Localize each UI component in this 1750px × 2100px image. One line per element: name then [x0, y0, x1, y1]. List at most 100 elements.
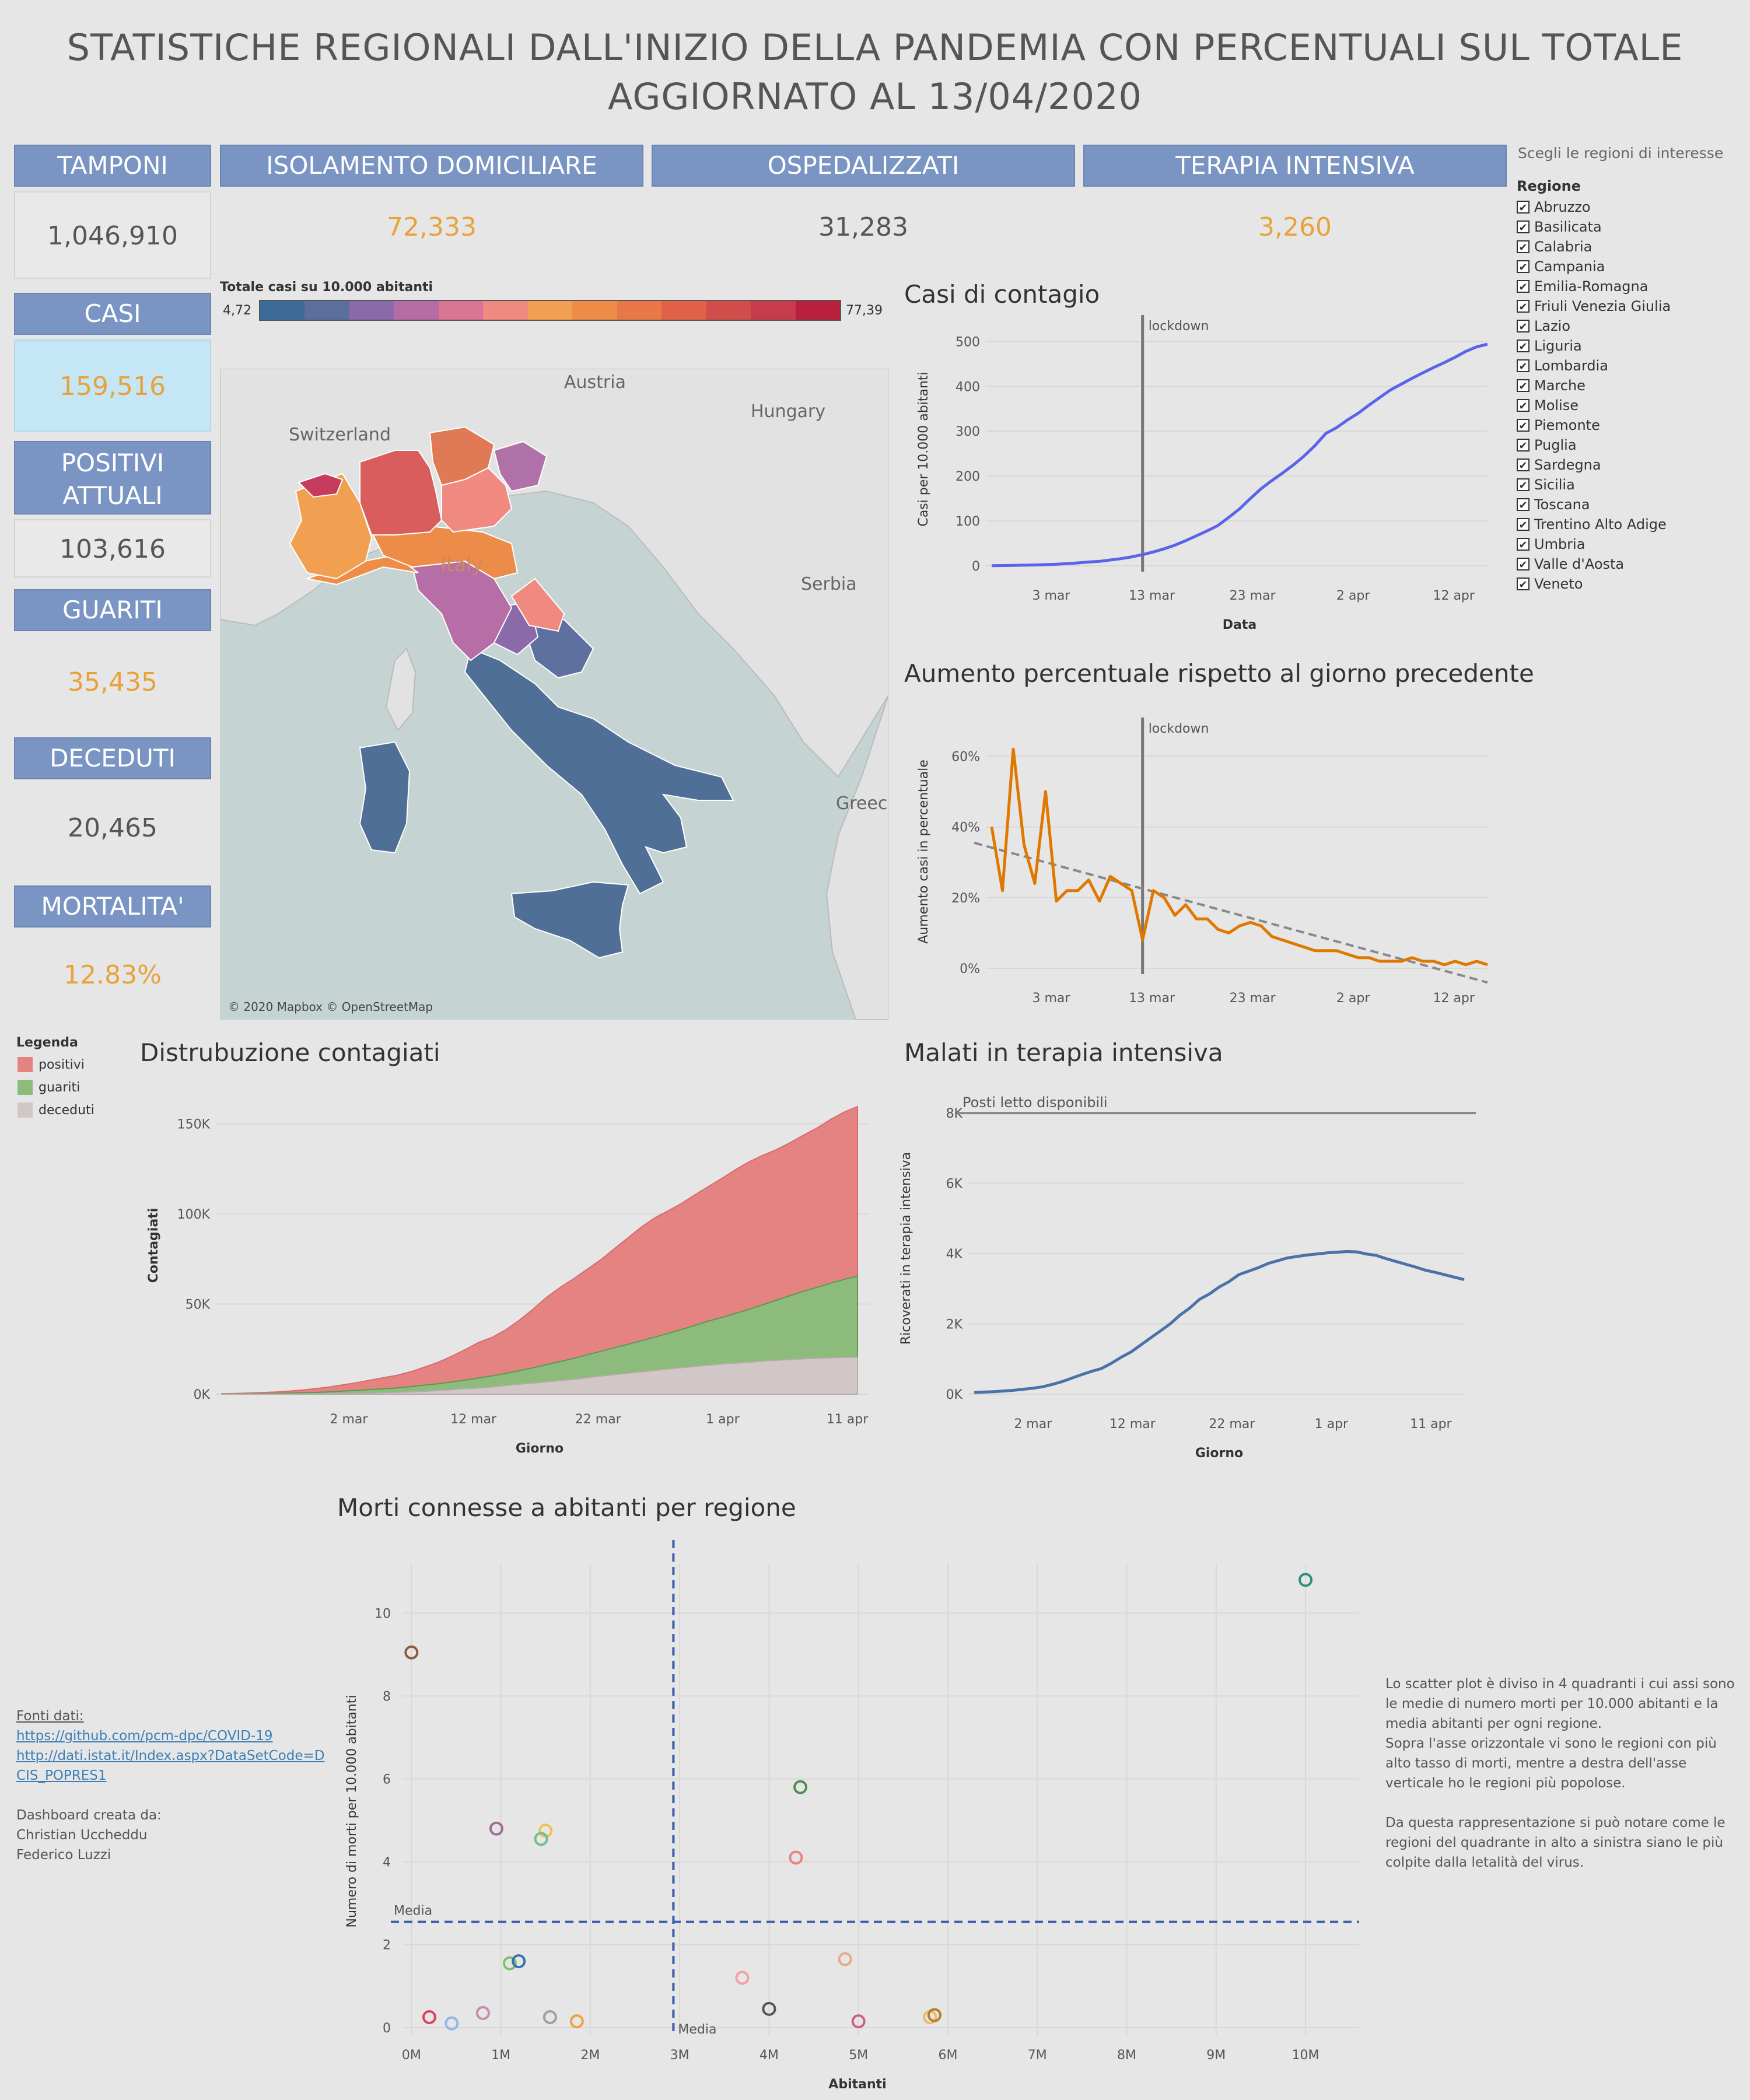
checkbox-icon[interactable]: ✔ [1517, 399, 1530, 412]
region-piemonte[interactable] [289, 473, 373, 580]
checkbox-icon[interactable]: ✔ [1517, 419, 1530, 432]
region-filter-item[interactable]: ✔ Abruzzo [1517, 197, 1738, 217]
region-label: Liguria [1534, 338, 1582, 354]
region-filter-item[interactable]: ✔ Friuli Venezia Giulia [1517, 296, 1738, 316]
checkbox-icon[interactable]: ✔ [1517, 280, 1530, 293]
kpi-tamponi-value: 1,046,910 [14, 191, 211, 279]
checkbox-icon[interactable]: ✔ [1517, 300, 1530, 313]
region-filter-item[interactable]: ✔ Marche [1517, 376, 1738, 396]
kpi-ospedalizzati-value: 31,283 [818, 212, 908, 242]
region-filter-item[interactable]: ✔ Campania [1517, 257, 1738, 276]
checkbox-icon[interactable]: ✔ [1517, 478, 1530, 492]
checkbox-icon[interactable]: ✔ [1517, 359, 1530, 373]
y-tick-label: 20% [951, 891, 980, 906]
region-filter-item[interactable]: ✔ Umbria [1517, 534, 1738, 554]
legend-color-swatch [706, 301, 751, 320]
checkbox-icon[interactable]: ✔ [1517, 538, 1530, 551]
checkbox-icon[interactable]: ✔ [1517, 320, 1530, 333]
y-axis-label: Contagiati [146, 1208, 161, 1283]
y-tick-label: 0K [946, 1388, 963, 1402]
sources-heading: Fonti dati: [16, 1709, 84, 1724]
region-filter-item[interactable]: ✔ Basilicata [1517, 217, 1738, 237]
area-deceduti [221, 1356, 858, 1395]
x-axis-label: Giorno [516, 1441, 564, 1456]
region-filter-item[interactable]: ✔ Sicilia [1517, 475, 1738, 495]
checkbox-icon[interactable]: ✔ [1517, 240, 1530, 254]
map-label-serbia: Serbia [801, 574, 857, 594]
checkbox-icon[interactable]: ✔ [1517, 260, 1530, 274]
scatter-point [793, 1780, 808, 1794]
source-link-github[interactable]: https://github.com/pcm-dpc/COVID-19 [16, 1728, 273, 1744]
region-filter-item[interactable]: ✔ Piemonte [1517, 415, 1738, 435]
y-tick-label: 4K [946, 1247, 963, 1262]
region-filter-item[interactable]: ✔ Emilia-Romagna [1517, 276, 1738, 296]
region-south[interactable] [359, 741, 411, 854]
region-marche[interactable] [510, 578, 565, 632]
checkbox-icon[interactable]: ✔ [1517, 498, 1530, 512]
checkbox-icon[interactable]: ✔ [1517, 340, 1530, 353]
region-friuli[interactable] [493, 440, 548, 492]
y-tick-label: 500 [956, 335, 980, 349]
region-south[interactable] [464, 648, 734, 895]
region-filter-item[interactable]: ✔ Lazio [1517, 316, 1738, 336]
region-filter-item[interactable]: ✔ Calabria [1517, 237, 1738, 257]
y-axis-label: Aumento casi in percentuale [916, 760, 931, 944]
region-filter-item[interactable]: ✔ Molise [1517, 396, 1738, 415]
checkbox-icon[interactable]: ✔ [1517, 439, 1530, 452]
checkbox-icon[interactable]: ✔ [1517, 558, 1530, 571]
mean-x-label: Media [678, 2022, 716, 2037]
region-filter-item[interactable]: ✔ Sardegna [1517, 455, 1738, 475]
checkbox-icon[interactable]: ✔ [1517, 578, 1530, 591]
legend-color-swatch [572, 301, 617, 320]
region-filter-item[interactable]: ✔ Toscana [1517, 495, 1738, 514]
region-filter-item[interactable]: ✔ Puglia [1517, 435, 1738, 455]
region-filter-item[interactable]: ✔ Lombardia [1517, 356, 1738, 376]
area-positivi [221, 1105, 858, 1395]
kpi-positivi-value: 103,616 [14, 519, 211, 578]
region-label: Valle d'Aosta [1534, 556, 1625, 572]
region-filter-item[interactable]: ✔ Trentino Alto Adige [1517, 514, 1738, 534]
legend-color-swatch [662, 301, 706, 320]
region-south[interactable] [510, 881, 629, 959]
kpi-terapia-header: TERAPIA INTENSIVA [1083, 145, 1507, 187]
x-tick-label: 11 apr [827, 1412, 869, 1427]
checkbox-icon[interactable]: ✔ [1517, 518, 1530, 531]
scatter-point [542, 2010, 557, 2025]
region-filter-item[interactable]: ✔ Veneto [1517, 574, 1738, 594]
checkbox-icon[interactable]: ✔ [1517, 379, 1530, 393]
x-tick-label: 2 mar [1014, 1417, 1052, 1432]
source-link-istat-cont[interactable]: CIS_POPRES1 [16, 1768, 107, 1783]
x-tick-label: 12 mar [1110, 1417, 1156, 1432]
checkbox-icon[interactable]: ✔ [1517, 459, 1530, 472]
checkbox-icon[interactable]: ✔ [1517, 220, 1530, 234]
x-tick-label: 1 apr [706, 1412, 740, 1427]
page-title: STATISTICHE REGIONALI DALL'INIZIO DELLA … [66, 26, 1684, 118]
legend-color-swatch [483, 301, 528, 320]
region-filter-item[interactable]: ✔ Valle d'Aosta [1517, 554, 1738, 574]
kpi-terapia-value: 3,260 [1258, 212, 1332, 242]
scatter-point [1298, 1573, 1313, 1587]
map-legend-colorbar [259, 300, 841, 321]
trend-line [974, 841, 1488, 984]
region-filter-item[interactable]: ✔ Liguria [1517, 336, 1738, 356]
legend-color-swatch [349, 301, 394, 320]
legend-label-guariti: guariti [38, 1080, 80, 1095]
region-abruzzo[interactable] [522, 618, 594, 679]
region-valle[interactable] [298, 473, 344, 498]
map-label-hungary: Hungary [751, 401, 826, 422]
source-link-istat[interactable]: http://dati.istat.it/Index.aspx?DataSetC… [16, 1748, 325, 1763]
y-tick-label: 50K [186, 1297, 211, 1312]
region-veneto[interactable] [441, 467, 513, 533]
checkbox-icon[interactable]: ✔ [1517, 201, 1530, 214]
x-tick-label: 0M [402, 2048, 421, 2063]
italy-map[interactable]: Austria Hungary Switzerland Italy Serbia… [220, 369, 888, 1020]
y-tick-label: 4 [383, 1856, 391, 1870]
scatter-point [735, 1971, 750, 1985]
x-tick-label: 22 mar [575, 1412, 622, 1427]
kpi-guariti-value: 35,435 [68, 667, 158, 697]
lockdown-label: lockdown [1149, 722, 1209, 736]
scatter-point [404, 1645, 419, 1660]
kpi-casi-header: CASI [14, 293, 211, 335]
author-2: Federico Luzzi [16, 1847, 111, 1863]
legend-item-positivi: positivi [18, 1057, 85, 1072]
